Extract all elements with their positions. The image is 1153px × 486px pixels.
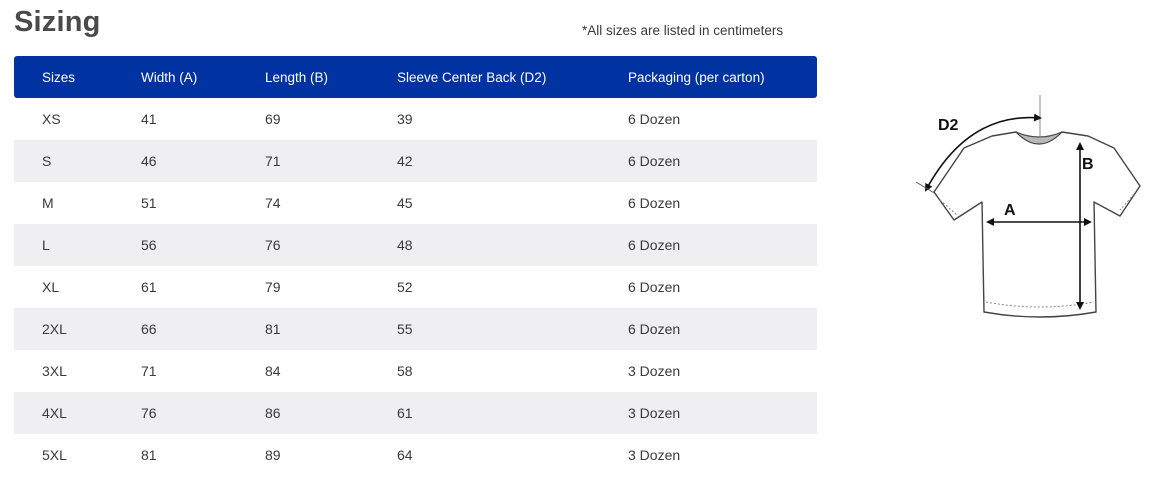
cell-sleeve: 64	[397, 447, 413, 463]
header-sizes: Sizes	[42, 69, 76, 85]
cell-packaging: 6 Dozen	[628, 153, 681, 169]
cell-length: 81	[265, 321, 281, 337]
table-row: L 56 76 48 6 Dozen	[14, 224, 817, 266]
units-note: *All sizes are listed in centimeters	[582, 23, 784, 38]
cell-width: 71	[141, 363, 157, 379]
cell-width: 51	[141, 195, 157, 211]
table-row: 5XL 81 89 64 3 Dozen	[14, 434, 817, 476]
cell-width: 56	[141, 237, 157, 253]
cell-length: 84	[265, 363, 281, 379]
cell-size: M	[42, 195, 54, 211]
d2-tick	[915, 181, 937, 195]
cell-width: 76	[141, 405, 157, 421]
header-sleeve: Sleeve Center Back (D2)	[397, 69, 547, 85]
table-header-row: Sizes Width (A) Length (B) Sleeve Center…	[14, 56, 817, 98]
cell-packaging: 6 Dozen	[628, 321, 681, 337]
table-row: XL 61 79 52 6 Dozen	[14, 266, 817, 308]
cell-packaging: 3 Dozen	[628, 405, 681, 421]
cell-sleeve: 61	[397, 405, 413, 421]
cell-sleeve: 58	[397, 363, 413, 379]
cell-width: 81	[141, 447, 157, 463]
cell-packaging: 3 Dozen	[628, 363, 681, 379]
cell-size: XS	[42, 111, 61, 127]
cell-packaging: 6 Dozen	[628, 195, 681, 211]
cell-length: 86	[265, 405, 281, 421]
cell-width: 41	[141, 111, 157, 127]
label-a: A	[1004, 202, 1016, 219]
page-title: Sizing	[14, 6, 101, 38]
cell-length: 79	[265, 279, 281, 295]
table-row: XS 41 69 39 6 Dozen	[14, 98, 817, 140]
cell-packaging: 6 Dozen	[628, 237, 681, 253]
table-row: 2XL 66 81 55 6 Dozen	[14, 308, 817, 350]
cell-width: 61	[141, 279, 157, 295]
cell-sleeve: 39	[397, 111, 413, 127]
table-row: M 51 74 45 6 Dozen	[14, 182, 817, 224]
label-d2: D2	[938, 117, 959, 134]
cell-size: 2XL	[42, 321, 67, 337]
cell-sleeve: 55	[397, 321, 413, 337]
tshirt-outline	[933, 131, 1141, 318]
label-b: B	[1082, 156, 1094, 173]
header-width: Width (A)	[141, 69, 198, 85]
header-packaging: Packaging (per carton)	[628, 69, 765, 85]
cell-width: 66	[141, 321, 157, 337]
cell-size: S	[42, 153, 52, 169]
table-row: 4XL 76 86 61 3 Dozen	[14, 392, 817, 434]
cell-length: 89	[265, 447, 281, 463]
cell-sleeve: 52	[397, 279, 413, 295]
size-table: Sizes Width (A) Length (B) Sleeve Center…	[14, 56, 817, 476]
cell-size: 3XL	[42, 363, 67, 379]
d2-arrow	[925, 113, 1042, 192]
table-row: S 46 71 42 6 Dozen	[14, 140, 817, 182]
cell-packaging: 3 Dozen	[628, 447, 681, 463]
cell-width: 46	[141, 153, 157, 169]
cell-size: L	[42, 237, 50, 253]
cell-sleeve: 48	[397, 237, 413, 253]
cell-size: 4XL	[42, 405, 67, 421]
cell-length: 76	[265, 237, 281, 253]
tshirt-measurement-diagram: D2 A B	[915, 95, 1141, 318]
cell-length: 71	[265, 153, 281, 169]
cell-length: 74	[265, 195, 281, 211]
cell-size: 5XL	[42, 447, 67, 463]
cell-packaging: 6 Dozen	[628, 111, 681, 127]
cell-sleeve: 42	[397, 153, 413, 169]
header-length: Length (B)	[265, 69, 329, 85]
cell-packaging: 6 Dozen	[628, 279, 681, 295]
cell-length: 69	[265, 111, 281, 127]
cell-sleeve: 45	[397, 195, 413, 211]
cell-size: XL	[42, 279, 60, 295]
table-row: 3XL 71 84 58 3 Dozen	[14, 350, 817, 392]
